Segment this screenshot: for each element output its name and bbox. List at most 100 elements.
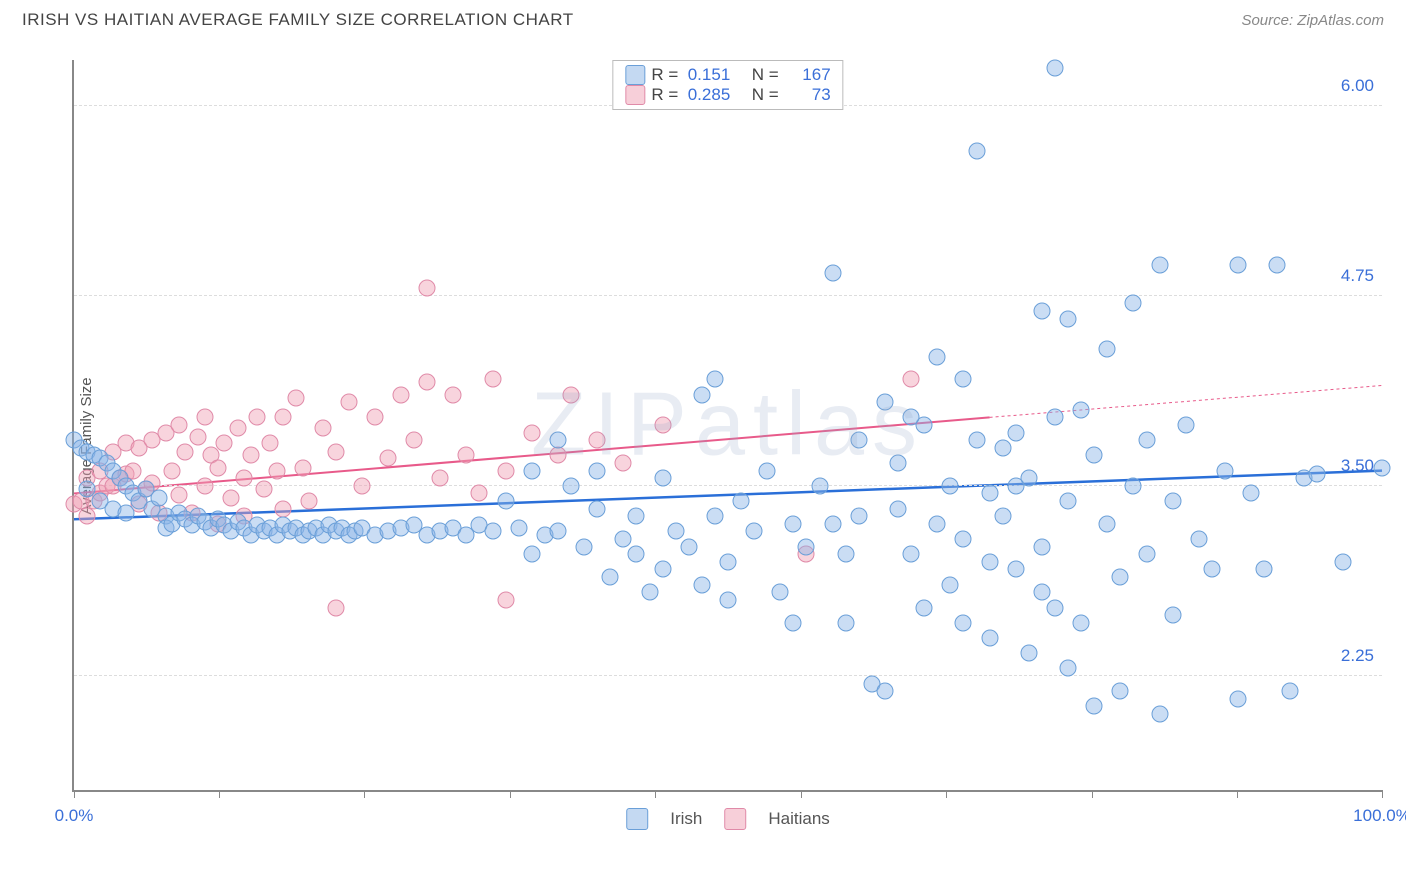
scatter-point-irish [837,614,854,631]
x-tick [801,790,802,798]
scatter-point-irish [942,576,959,593]
scatter-point-haitian [654,417,671,434]
plot-box: ZIPatlas R = 0.151 N = 167 R = 0.285 N = [72,60,1382,792]
scatter-point-irish [1374,459,1391,476]
x-tick [946,790,947,798]
y-tick-label: 2.25 [1341,646,1374,666]
scatter-point-haitian [275,409,292,426]
scatter-point-irish [497,493,514,510]
scatter-point-irish [1099,340,1116,357]
scatter-point-irish [1060,493,1077,510]
scatter-point-irish [1243,485,1260,502]
x-tick-label: 100.0% [1353,806,1406,826]
x-tick [1382,790,1383,798]
scatter-point-irish [654,561,671,578]
scatter-point-irish [929,515,946,532]
y-tick-label: 4.75 [1341,266,1374,286]
scatter-point-haitian [549,447,566,464]
scatter-point-haitian [497,462,514,479]
scatter-point-irish [955,614,972,631]
scatter-point-irish [955,531,972,548]
scatter-point-irish [693,576,710,593]
scatter-point-haitian [262,435,279,452]
x-tick [655,790,656,798]
scatter-point-haitian [301,493,318,510]
legend-irish-label: Irish [670,809,702,829]
scatter-point-irish [1203,561,1220,578]
scatter-point-irish [1177,417,1194,434]
scatter-point-irish [563,477,580,494]
scatter-point-irish [824,264,841,281]
r-label: R = [651,85,678,105]
scatter-point-irish [523,546,540,563]
scatter-point-irish [654,470,671,487]
scatter-point-haitian [196,409,213,426]
scatter-point-haitian [314,420,331,437]
scatter-point-haitian [497,591,514,608]
scatter-point-irish [1020,645,1037,662]
scatter-point-haitian [190,429,207,446]
scatter-point-irish [1308,465,1325,482]
scatter-point-haitian [340,394,357,411]
scatter-point-irish [1164,607,1181,624]
scatter-point-irish [876,683,893,700]
scatter-point-haitian [353,477,370,494]
scatter-point-haitian [432,470,449,487]
scatter-point-irish [1007,561,1024,578]
legend-haitian-label: Haitians [768,809,829,829]
watermark: ZIPatlas [531,374,925,477]
scatter-point-irish [1125,477,1142,494]
swatch-irish-icon [626,808,648,830]
scatter-point-irish [916,599,933,616]
scatter-point-irish [628,546,645,563]
gridline [74,675,1382,676]
scatter-point-haitian [288,389,305,406]
chart-header: IRISH VS HAITIAN AVERAGE FAMILY SIZE COR… [0,0,1406,30]
scatter-point-haitian [209,459,226,476]
scatter-point-irish [850,508,867,525]
scatter-point-haitian [222,490,239,507]
chart-area: Average Family Size ZIPatlas R = 0.151 N… [24,40,1382,852]
scatter-point-irish [1112,683,1129,700]
scatter-point-haitian [216,435,233,452]
scatter-point-irish [118,505,135,522]
scatter-point-irish [994,508,1011,525]
x-tick [364,790,365,798]
scatter-point-irish [1217,462,1234,479]
scatter-point-irish [706,371,723,388]
scatter-point-irish [1190,531,1207,548]
x-tick [74,790,75,798]
scatter-point-haitian [177,444,194,461]
scatter-point-irish [1086,698,1103,715]
scatter-point-irish [602,569,619,586]
scatter-point-irish [811,477,828,494]
scatter-point-irish [680,538,697,555]
scatter-point-irish [1073,401,1090,418]
scatter-point-haitian [170,486,187,503]
scatter-point-irish [720,553,737,570]
scatter-point-haitian [419,374,436,391]
scatter-point-irish [1230,257,1247,274]
scatter-point-haitian [164,462,181,479]
scatter-point-irish [667,523,684,540]
scatter-point-irish [1099,515,1116,532]
scatter-point-irish [589,462,606,479]
scatter-point-irish [772,584,789,601]
scatter-point-irish [693,386,710,403]
scatter-point-haitian [236,470,253,487]
scatter-point-irish [1073,614,1090,631]
scatter-point-irish [890,500,907,517]
scatter-point-irish [1269,257,1286,274]
scatter-point-irish [1230,690,1247,707]
scatter-point-irish [994,439,1011,456]
n-label: N = [752,85,779,105]
scatter-point-irish [890,455,907,472]
x-tick-label: 0.0% [55,806,94,826]
scatter-point-irish [837,546,854,563]
scatter-point-irish [1047,409,1064,426]
scatter-point-haitian [327,444,344,461]
scatter-point-irish [1151,257,1168,274]
scatter-point-irish [576,538,593,555]
scatter-point-irish [981,553,998,570]
scatter-point-haitian [903,371,920,388]
